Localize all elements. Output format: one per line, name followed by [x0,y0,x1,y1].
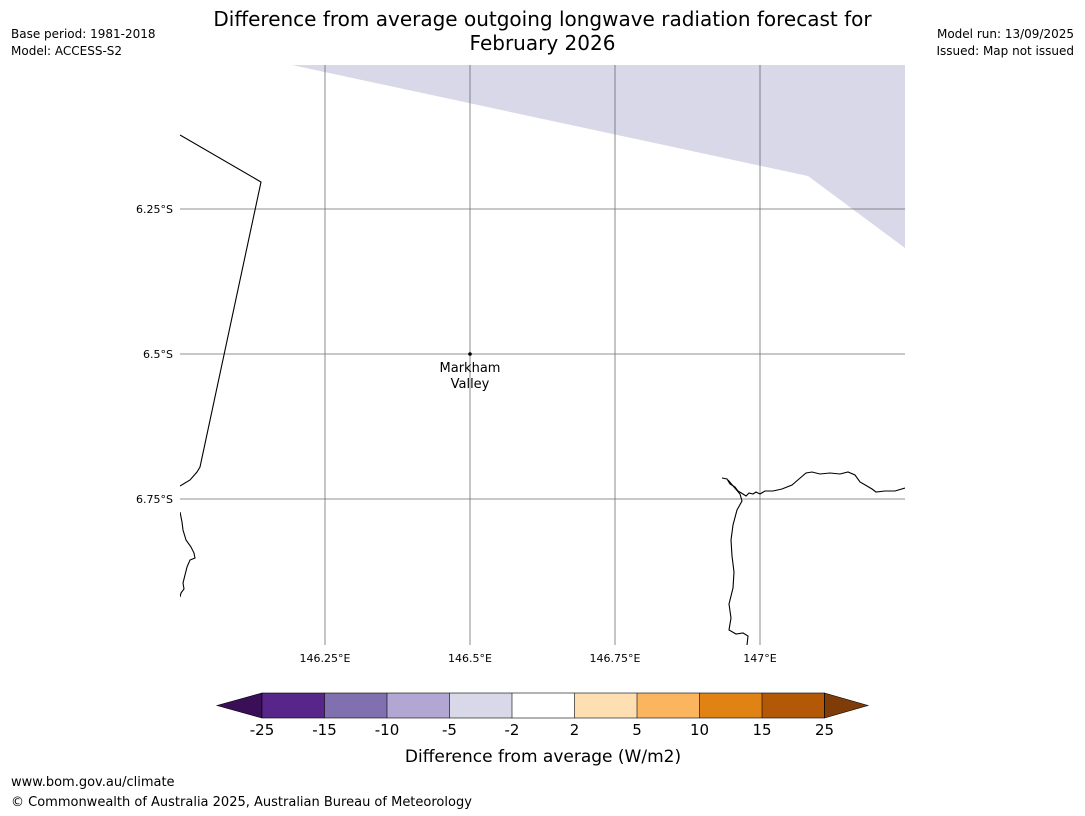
map-title: Difference from average outgoing longwav… [190,7,895,55]
lat-label-6-25s: 6.25°S [136,203,173,216]
graticule [180,65,905,645]
place-label-line1: Markham [440,361,501,376]
lon-label-146-75e: 146.75°E [590,652,641,665]
colorbar-tick-label: -5 [442,721,457,739]
colorbar-tick-label: 15 [752,721,771,739]
colorbar-segment [324,693,387,718]
colorbar-tick-label: -25 [250,721,275,739]
colorbar-tick-label: 25 [815,721,834,739]
coastline-south [727,479,749,645]
place-label-line2: Valley [451,377,490,392]
colorbar-segment [762,693,825,718]
model-text: Model: ACCESS-S2 [11,44,123,58]
lon-label-146-5e: 146.5°E [448,652,492,665]
footer-copyright: © Commonwealth of Australia 2025, Austra… [11,795,472,810]
coastline-east [721,471,905,497]
colorbar-segment [512,693,575,718]
colorbar-segment [449,693,512,718]
colorbar-segment [262,693,325,718]
lon-label-146-25e: 146.25°E [300,652,351,665]
map-panel [180,65,905,645]
lon-label-147e: 147°E [743,652,776,665]
metadata-right: Model run: 13/09/2025 Issued: Map not is… [936,26,1074,60]
border-line [180,134,262,487]
colorbar-tick-label: -10 [375,721,400,739]
colorbar-extend-low [215,692,263,719]
colorbar-tick-label: 5 [632,721,642,739]
lat-label-6-75s: 6.75°S [136,493,173,506]
model-run-text: Model run: 13/09/2025 [936,27,1074,41]
colorbar-segment [574,693,637,718]
colorbar-tick-label: -2 [505,721,520,739]
colorbar-frame [261,692,825,719]
colorbar-label: Difference from average (W/m2) [405,747,681,767]
metadata-left: Base period: 1981-2018 Model: ACCESS-S2 [11,26,156,60]
colorbar-extend-high [824,692,870,719]
issued-text: Issued: Map not issued [936,44,1074,58]
colorbar-dividers [261,692,825,719]
coastlines [180,134,905,645]
colorbar: -25 -15 -10 -5 -2 2 5 10 15 25 Differenc… [215,692,870,767]
markham-valley-marker [468,352,472,356]
shaded-anomaly-region [292,65,905,248]
colorbar-segment [699,693,762,718]
colorbar-segment [387,693,450,718]
base-period-text: Base period: 1981-2018 [11,27,156,41]
colorbar-segment [637,693,700,718]
colorbar-tick-label: 2 [570,721,580,739]
footer-url: www.bom.gov.au/climate [11,775,175,790]
coastline-west [180,511,196,598]
colorbar-tick-label: 10 [690,721,709,739]
title-line-2: February 2026 [469,31,616,55]
lat-label-6-5s: 6.5°S [143,348,173,361]
colorbar-tick-label: -15 [312,721,337,739]
title-line-1: Difference from average outgoing longwav… [213,7,872,31]
